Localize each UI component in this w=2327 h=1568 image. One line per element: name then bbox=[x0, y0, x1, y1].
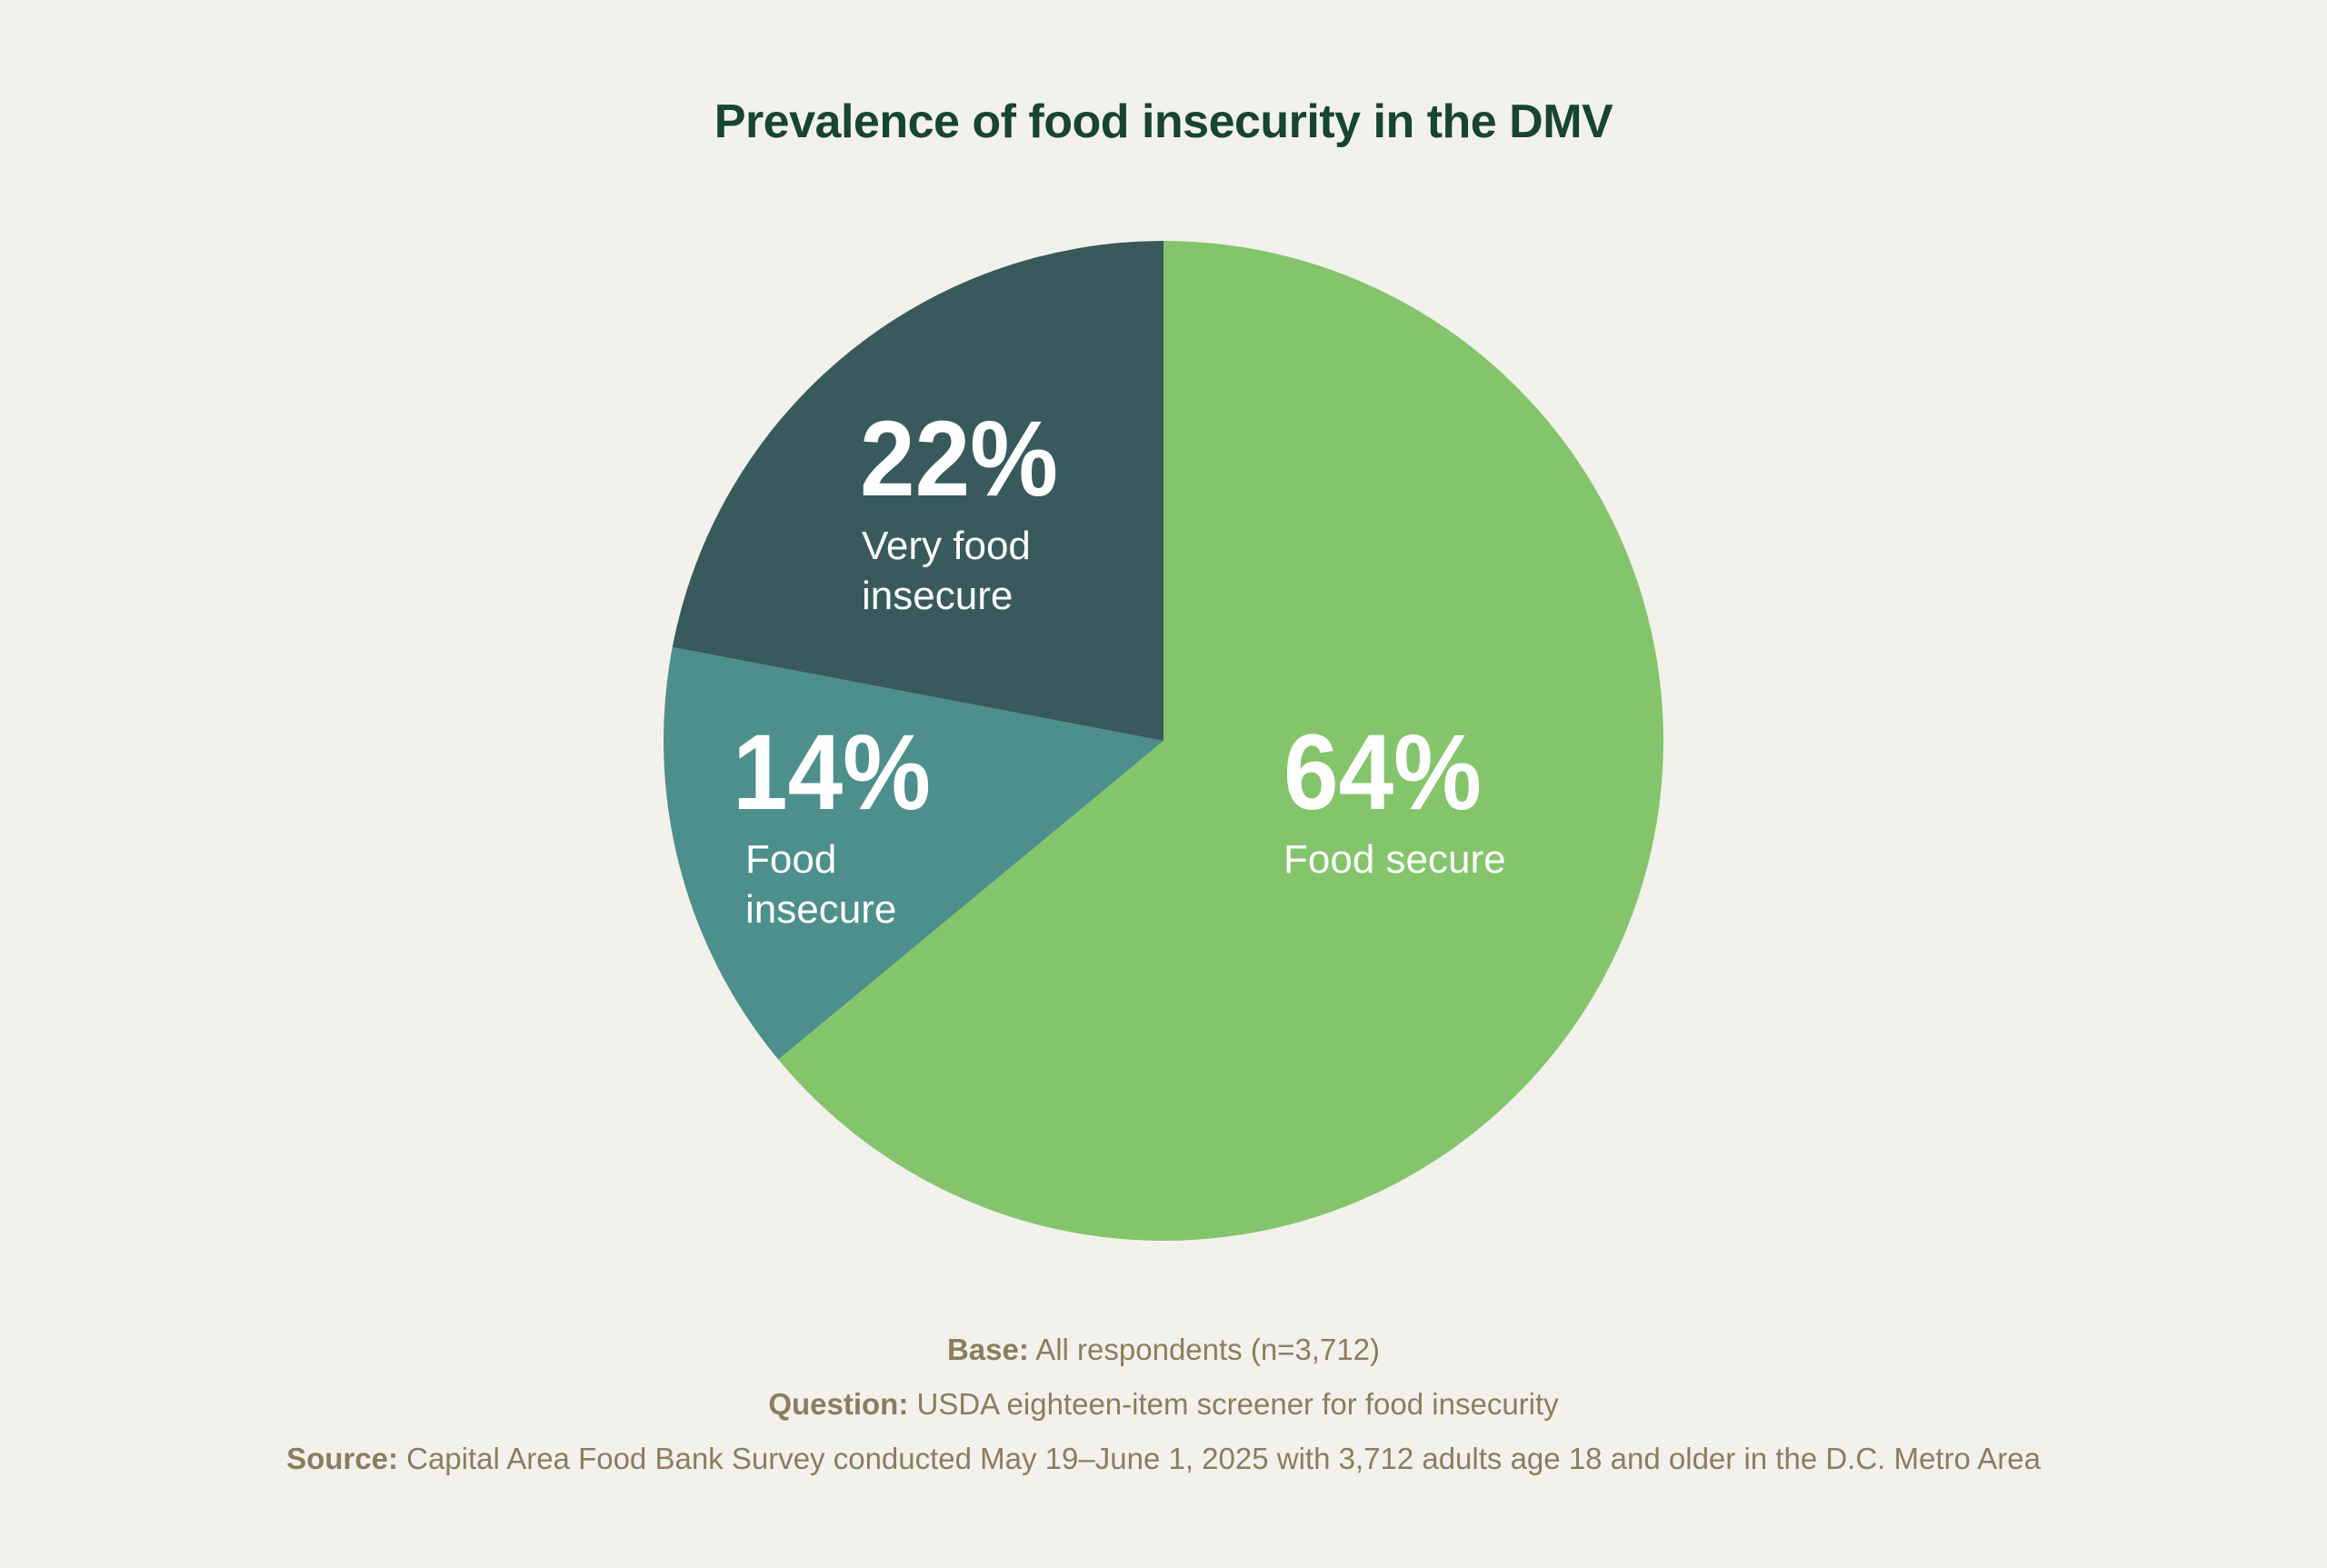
data-label-food-insecure: 14% bbox=[733, 713, 931, 833]
chart-title: Prevalence of food insecurity in the DMV bbox=[714, 95, 1613, 148]
category-label-very-food-insecure: Very food bbox=[862, 524, 1031, 568]
source-label: Source: bbox=[286, 1442, 398, 1475]
base-label: Base: bbox=[946, 1333, 1029, 1366]
base-note: Base: All respondents (n=3,712) bbox=[0, 1333, 2327, 1367]
question-label: Question: bbox=[768, 1387, 909, 1421]
base-text: All respondents (n=3,712) bbox=[1035, 1333, 1381, 1366]
pie-slice-food-secure bbox=[778, 241, 1664, 1242]
category-label-very-food-insecure: insecure bbox=[862, 574, 1013, 618]
category-label-food-secure: Food secure bbox=[1283, 837, 1506, 882]
question-note: Question: USDA eighteen-item screener fo… bbox=[0, 1387, 2327, 1422]
category-label-food-insecure: insecure bbox=[745, 887, 896, 932]
pie-slice-food-insecure bbox=[663, 646, 1164, 1060]
data-label-very-food-insecure: 22% bbox=[860, 399, 1058, 519]
pie-slice-very-food-insecure bbox=[672, 241, 1164, 741]
data-label-food-secure: 64% bbox=[1283, 713, 1482, 833]
question-text: USDA eighteen-item screener for food ins… bbox=[916, 1387, 1559, 1421]
source-text: Capital Area Food Bank Survey conducted … bbox=[406, 1442, 2041, 1475]
source-note: Source: Capital Area Food Bank Survey co… bbox=[0, 1442, 2327, 1476]
category-label-food-insecure: Food bbox=[745, 837, 836, 882]
